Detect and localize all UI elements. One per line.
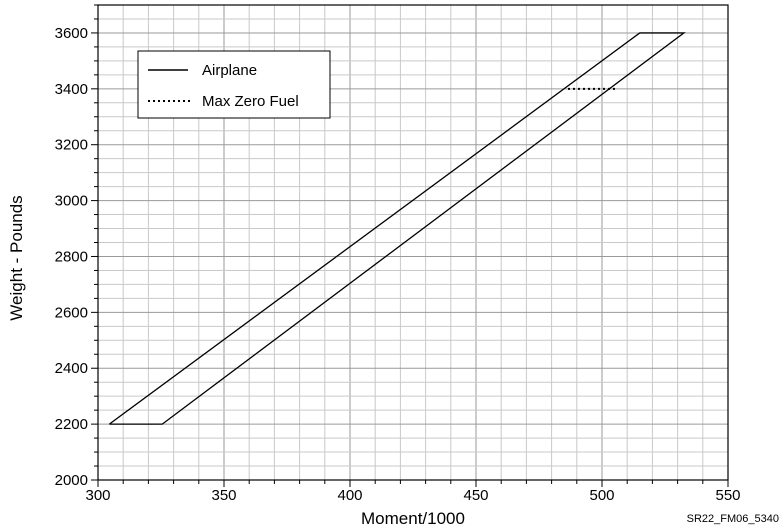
- legend-box: [137, 50, 331, 119]
- y-tick-label: 3400: [55, 81, 88, 98]
- y-tick-label: 2200: [55, 416, 88, 433]
- figure-id-footnote: SR22_FM06_5340: [687, 513, 779, 525]
- axis-ticks: [91, 4, 729, 487]
- legend-label-max-zero-fuel: Max Zero Fuel: [202, 93, 299, 110]
- y-tick-label: 2600: [55, 304, 88, 321]
- x-tick-label: 400: [337, 487, 362, 504]
- y-axis-tick-labels: 2000 2200 2400 2600 2800 3000 3200 3400 3600: [55, 25, 88, 489]
- y-tick-label: 3200: [55, 137, 88, 154]
- x-tick-label: 450: [463, 487, 488, 504]
- y-tick-label: 3000: [55, 193, 88, 210]
- legend: Airplane Max Zero Fuel: [137, 50, 331, 119]
- x-tick-label: 500: [589, 487, 614, 504]
- series-layer: [108, 32, 686, 425]
- legend-label-airplane: Airplane: [202, 62, 257, 79]
- y-axis-label: Weight - Pounds: [7, 195, 26, 320]
- y-tick-label: 3600: [55, 25, 88, 42]
- y-tick-label: 2000: [55, 472, 88, 489]
- y-tick-label: 2400: [55, 360, 88, 377]
- x-tick-label: 350: [211, 487, 236, 504]
- x-tick-label: 550: [715, 487, 740, 504]
- x-tick-label: 300: [85, 487, 110, 504]
- x-axis-tick-labels: 300 350 400 450 500 550: [85, 487, 740, 504]
- x-axis-label: Moment/1000: [361, 509, 465, 528]
- series-airplane: [108, 32, 686, 425]
- y-tick-label: 2800: [55, 248, 88, 265]
